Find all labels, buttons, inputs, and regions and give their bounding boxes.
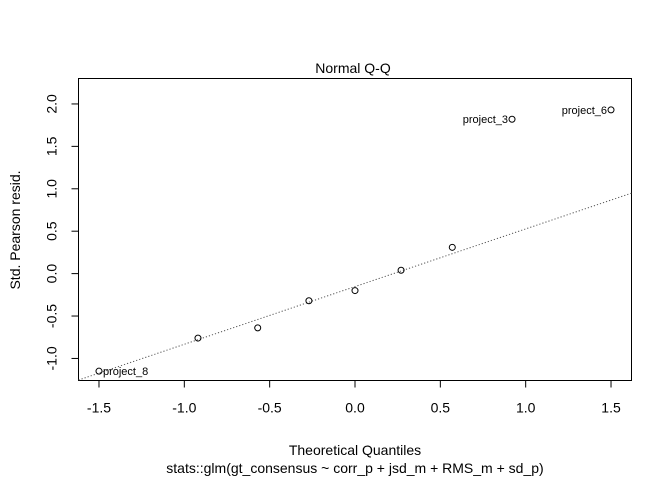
qq-point [254, 324, 262, 332]
y-axis-label: Std. Pearson resid. [7, 170, 23, 289]
point-label: project_6 [562, 105, 607, 117]
points-layer: project_8 project_3 project_6 [95, 105, 615, 378]
y-tick-label: 2.0 [44, 94, 60, 114]
qq-point [508, 115, 516, 123]
qq-reference-line [78, 192, 632, 381]
y-tick-label: 1.0 [44, 179, 60, 199]
qq-point [305, 297, 313, 305]
qq-point [607, 106, 615, 114]
x-axis: -1.5 -1.0 -0.5 0.0 0.5 1.0 1.5 [87, 380, 621, 416]
x-tick-label: -0.5 [258, 400, 282, 416]
y-tick-label: -1.0 [44, 346, 60, 370]
x-tick-label: -1.5 [87, 400, 111, 416]
y-axis: -1.0 -0.5 0.0 0.5 1.0 1.5 2.0 [44, 94, 79, 371]
qq-point [95, 367, 103, 375]
reference-line-layer [78, 192, 632, 381]
y-tick-label: 0.5 [44, 221, 60, 241]
qq-point [448, 243, 456, 251]
x-tick-label: 1.0 [516, 400, 536, 416]
x-axis-label: Theoretical Quantiles [289, 442, 421, 458]
y-tick-label: 1.5 [44, 136, 60, 156]
y-tick-label: -0.5 [44, 304, 60, 328]
x-tick-label: 0.0 [345, 400, 365, 416]
plot-frame [78, 78, 632, 381]
qq-point [194, 334, 202, 342]
caption: stats::glm(gt_consensus ~ corr_p + jsd_m… [166, 460, 543, 476]
x-tick-label: -1.0 [172, 400, 196, 416]
x-tick-label: 0.5 [431, 400, 451, 416]
x-tick-label: 1.5 [601, 400, 621, 416]
point-label: project_3 [463, 114, 508, 126]
y-tick-label: 0.0 [44, 264, 60, 284]
qq-point [351, 287, 359, 295]
qq-point [397, 266, 405, 274]
chart-title: Normal Q-Q [315, 60, 391, 76]
point-label: project_8 [103, 366, 148, 378]
